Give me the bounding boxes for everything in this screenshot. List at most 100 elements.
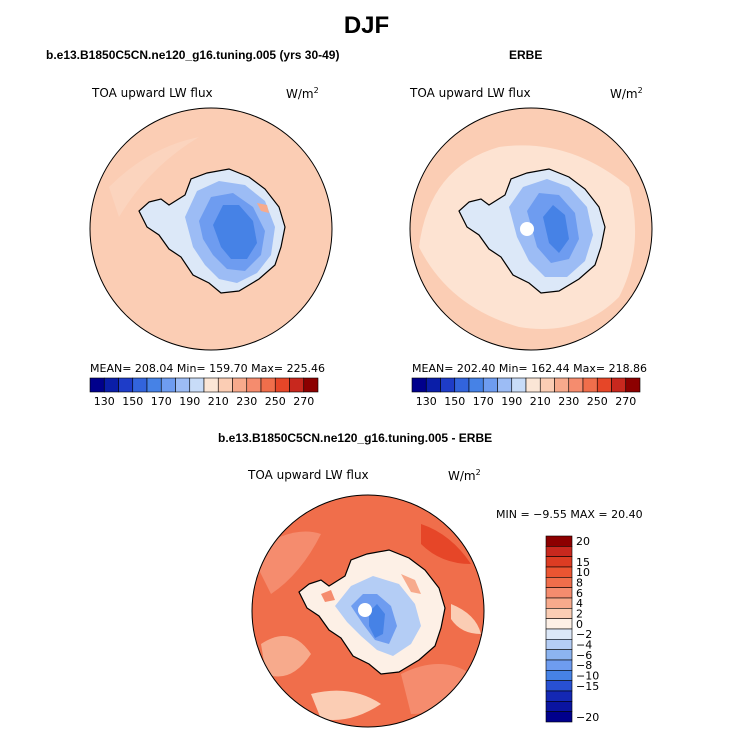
model-colorbar-tick-label: 170 xyxy=(151,395,172,408)
model-colorbar-swatch xyxy=(189,377,205,393)
panel-erbe-units: W/m2 xyxy=(610,86,643,101)
erbe-colorbar-tick-label: 150 xyxy=(444,395,465,408)
diff-colorbar-tick-label: 0 xyxy=(576,618,583,631)
erbe-colorbar-swatch xyxy=(468,377,484,393)
panel-erbe-colorbar: 130 150 170 190 210 230 250 270 xyxy=(411,377,641,408)
model-colorbar-tick-label: 270 xyxy=(293,395,314,408)
erbe-colorbar-swatch xyxy=(596,377,612,393)
model-colorbar-swatch xyxy=(232,377,248,393)
model-colorbar-swatch xyxy=(289,377,305,393)
diff-colorbar-swatch xyxy=(545,566,573,578)
erbe-colorbar-tick-label: 210 xyxy=(530,395,551,408)
diff-colorbar-swatch xyxy=(545,608,573,619)
pole-hole xyxy=(520,222,534,236)
diff-colorbar-swatch xyxy=(545,690,573,702)
model-colorbar-swatch xyxy=(132,377,148,393)
diff-colorbar-tick-label: −2 xyxy=(576,628,592,641)
erbe-colorbar-swatch xyxy=(497,377,513,393)
diff-colorbar-tick-label: 8 xyxy=(576,577,583,590)
diff-colorbar-tick-label: −15 xyxy=(576,680,599,693)
diff-colorbar-tick-label: 15 xyxy=(576,556,590,569)
panel-model-map xyxy=(89,107,333,351)
model-colorbar-swatch xyxy=(103,377,119,393)
diff-colorbar-swatch xyxy=(545,535,573,547)
diff-colorbar-tick-label: −8 xyxy=(576,659,592,672)
model-colorbar-swatch xyxy=(118,377,134,393)
erbe-colorbar-swatch xyxy=(539,377,555,393)
panel-erbe-title: ERBE xyxy=(509,48,543,62)
model-colorbar-tick-label: 190 xyxy=(179,395,200,408)
erbe-colorbar-swatch xyxy=(482,377,498,393)
erbe-colorbar-swatch xyxy=(425,377,441,393)
model-colorbar-swatch xyxy=(217,377,233,393)
diff-colorbar-tick-label: 4 xyxy=(576,597,583,610)
pole-hole xyxy=(358,603,372,617)
diff-colorbar-tick-label: −6 xyxy=(576,649,592,662)
panel-diff-units: W/m2 xyxy=(448,468,481,483)
erbe-colorbar-tick-label: 250 xyxy=(587,395,608,408)
diff-colorbar-swatch xyxy=(545,546,573,557)
model-colorbar-tick-label: 130 xyxy=(94,395,115,408)
model-colorbar-swatch xyxy=(274,377,290,393)
model-colorbar-tick-label: 150 xyxy=(122,395,143,408)
erbe-colorbar-swatch xyxy=(411,377,427,393)
erbe-colorbar-tick-label: 230 xyxy=(558,395,579,408)
diff-colorbar-swatch xyxy=(545,711,573,723)
model-colorbar-swatch xyxy=(203,377,219,393)
erbe-colorbar-tick-label: 170 xyxy=(473,395,494,408)
model-colorbar-swatch xyxy=(246,377,262,393)
erbe-colorbar-swatch xyxy=(625,377,641,393)
model-colorbar-tick-label: 250 xyxy=(265,395,286,408)
erbe-colorbar-swatch xyxy=(611,377,627,393)
diff-colorbar-tick-label: 2 xyxy=(576,608,583,621)
erbe-colorbar-swatch xyxy=(440,377,456,393)
diff-colorbar-tick-label: −4 xyxy=(576,639,592,652)
model-colorbar-swatch xyxy=(160,377,176,393)
diff-colorbar-swatch xyxy=(545,628,573,640)
panel-model-stats: MEAN= 208.04 Min= 159.70 Max= 225.46 xyxy=(90,362,326,375)
erbe-colorbar-swatch xyxy=(554,377,570,393)
diff-colorbar-swatch xyxy=(545,701,573,712)
diff-colorbar-swatch xyxy=(545,639,573,650)
diff-colorbar-swatch xyxy=(545,649,573,661)
erbe-colorbar-swatch xyxy=(525,377,541,393)
diff-colorbar-swatch xyxy=(545,680,573,692)
erbe-colorbar-tick-label: 270 xyxy=(615,395,636,408)
diff-colorbar-swatch xyxy=(545,597,573,609)
panel-model-units: W/m2 xyxy=(286,86,319,101)
model-colorbar-swatch xyxy=(175,377,191,393)
diff-colorbar-tick-label: 6 xyxy=(576,587,583,600)
panel-diff-variable-label: TOA upward LW flux xyxy=(248,468,369,482)
erbe-colorbar-tick-label: 190 xyxy=(501,395,522,408)
model-colorbar-swatch xyxy=(260,377,276,393)
panel-model-variable-label: TOA upward LW flux xyxy=(92,86,213,100)
diff-colorbar-swatch xyxy=(545,618,573,630)
diff-colorbar-swatch xyxy=(545,670,573,681)
model-colorbar-tick-label: 210 xyxy=(208,395,229,408)
season-title: DJF xyxy=(343,12,390,39)
panel-erbe-variable-label: TOA upward LW flux xyxy=(410,86,531,100)
erbe-colorbar-tick-label: 130 xyxy=(416,395,437,408)
diff-colorbar-swatch xyxy=(545,659,573,671)
diff-colorbar-tick-label: −20 xyxy=(576,711,599,724)
erbe-colorbar-swatch xyxy=(454,377,470,393)
diff-colorbar-swatch xyxy=(545,587,573,599)
erbe-colorbar-swatch xyxy=(511,377,527,393)
erbe-colorbar-swatch xyxy=(582,377,598,393)
model-colorbar-tick-label: 230 xyxy=(236,395,257,408)
diff-colorbar-swatch xyxy=(545,577,573,588)
panel-erbe-stats: MEAN= 202.40 Min= 162.44 Max= 218.86 xyxy=(412,362,648,375)
panel-erbe-map xyxy=(409,107,653,351)
panel-model-colorbar: 130 150 170 190 210 230 250 270 xyxy=(89,377,319,408)
diff-colorbar-tick-label: 10 xyxy=(576,566,590,579)
panel-model-title: b.e13.B1850C5CN.ne120_g16.tuning.005 (yr… xyxy=(46,48,340,62)
model-colorbar-swatch xyxy=(89,377,105,393)
panel-diff-title: b.e13.B1850C5CN.ne120_g16.tuning.005 - E… xyxy=(218,431,493,445)
diff-colorbar-swatch xyxy=(545,556,573,568)
panel-diff-stats: MIN = −9.55 MAX = 20.40 xyxy=(496,508,643,521)
model-colorbar-swatch xyxy=(303,377,319,393)
diff-colorbar-tick-label: 20 xyxy=(576,535,590,548)
erbe-colorbar-swatch xyxy=(568,377,584,393)
panel-diff-map xyxy=(251,494,485,728)
